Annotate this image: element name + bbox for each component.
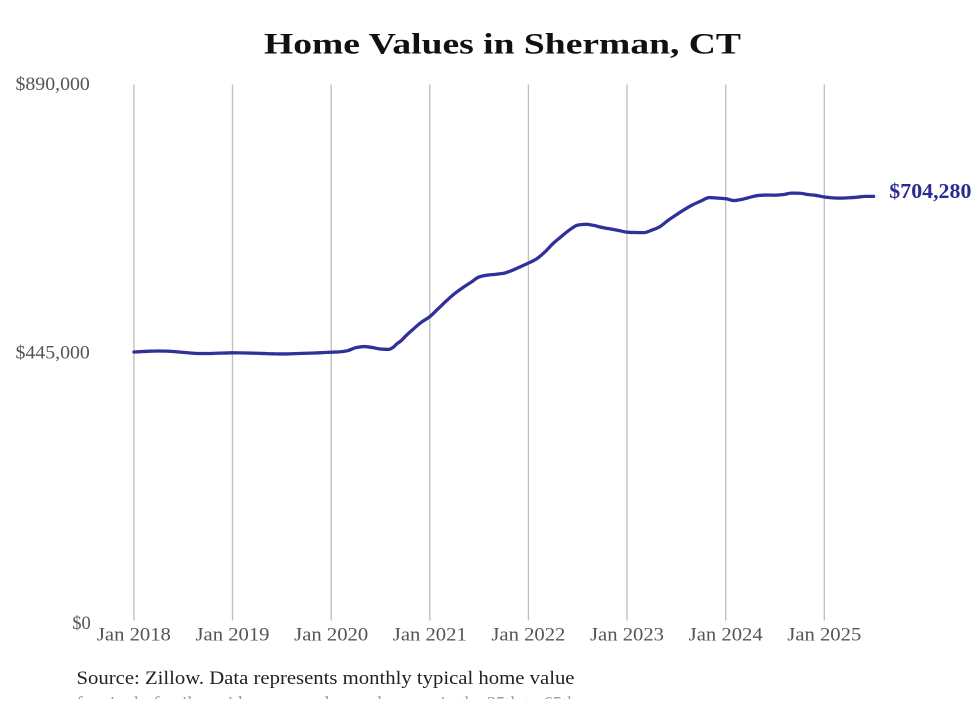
svg-text:$0: $0 [72, 613, 91, 634]
svg-text:Home Values in Sherman, CT: Home Values in Sherman, CT [264, 29, 742, 61]
svg-text:$445,000: $445,000 [16, 343, 90, 364]
svg-text:$704,280: $704,280 [889, 179, 971, 203]
svg-text:Jan 2023: Jan 2023 [590, 625, 664, 646]
svg-text:Jan 2020: Jan 2020 [294, 625, 368, 646]
svg-text:Jan 2019: Jan 2019 [196, 625, 270, 646]
svg-text:Jan 2024: Jan 2024 [689, 625, 763, 646]
svg-text:Jan 2021: Jan 2021 [393, 625, 467, 646]
svg-text:$890,000: $890,000 [16, 74, 90, 95]
svg-text:Source: Zillow. Data represent: Source: Zillow. Data represents monthly … [77, 668, 575, 689]
svg-text:Jan 2025: Jan 2025 [787, 625, 861, 646]
svg-text:Jan 2018: Jan 2018 [97, 625, 171, 646]
svg-text:for single-family residences,: for single-family residences, condos, an… [77, 694, 577, 700]
svg-text:Jan 2022: Jan 2022 [491, 625, 565, 646]
